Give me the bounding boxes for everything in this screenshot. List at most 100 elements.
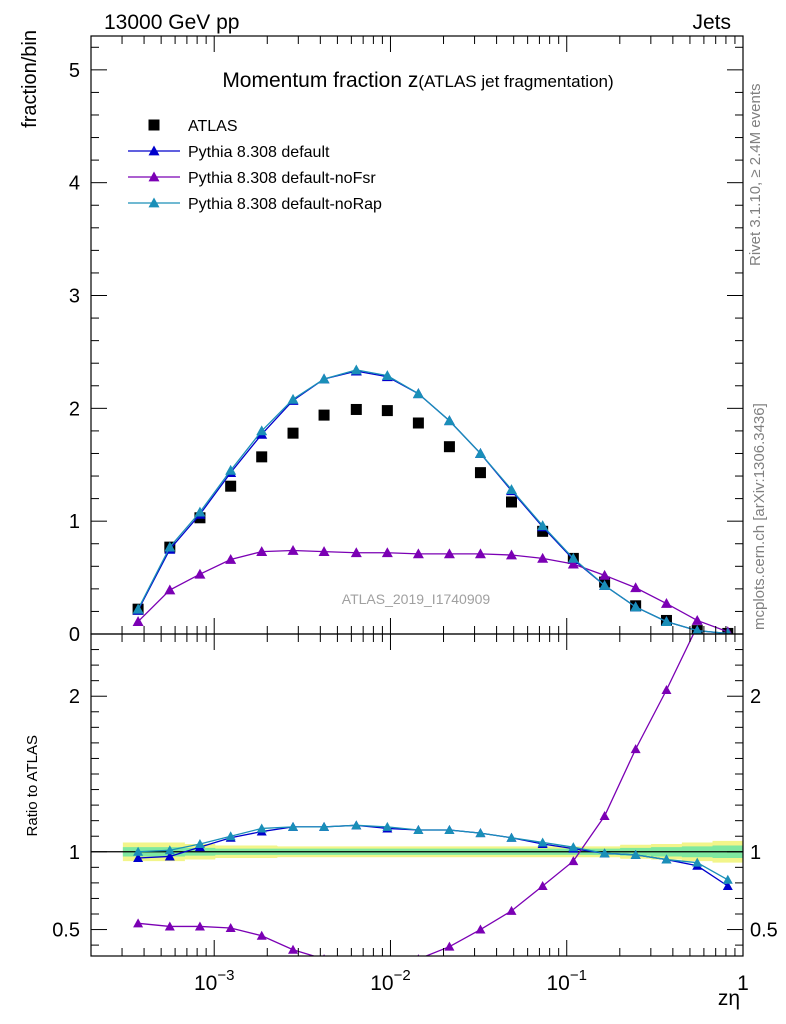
- ratio-point-pythia-8-308-default-nofsr: [568, 856, 579, 866]
- ratio-plot-series: [133, 551, 733, 968]
- ratio-point-pythia-8-308-default-nofsr: [351, 959, 361, 968]
- data-point-pythia-8-308-default-norap: [567, 552, 579, 563]
- data-point-atlas: [287, 427, 299, 439]
- ratio-point-pythia-8-308-default-norap: [133, 846, 144, 856]
- ratio-point-pythia-8-308-default: [722, 881, 733, 890]
- data-point-pythia-8-308-default-nofsr: [132, 616, 144, 626]
- series-line-pythia-8-308-default-norap: [137, 369, 728, 634]
- legend-marker-pythia-8-308-default-norap: [148, 197, 160, 208]
- data-point-pythia-8-308-default-norap: [599, 579, 611, 590]
- ratio-point-pythia-8-308-default-nofsr: [630, 744, 641, 754]
- data-point-pythia-8-308-default-nofsr: [194, 568, 206, 579]
- data-point-pythia-8-308-default-norap: [474, 447, 486, 458]
- legend-label-pythia-8-308-default-nofsr: Pythia 8.308 default-noFsr: [188, 170, 376, 187]
- x-tick-label-exponent: −3: [217, 967, 234, 984]
- data-point-pythia-8-308-default-norap: [692, 625, 703, 634]
- ratio-point-pythia-8-308-default-norap: [722, 874, 733, 884]
- data-point-pythia-8-308-default-norap: [225, 464, 237, 475]
- ratio-point-pythia-8-308-default-norap: [164, 845, 175, 855]
- legend-label-pythia-8-308-default-norap: Pythia 8.308 default-noRap: [188, 196, 382, 213]
- data-point-pythia-8-308-default-nofsr: [691, 614, 703, 625]
- y-tick-label: 5: [69, 60, 80, 82]
- ratio-point-pythia-8-308-default-nofsr: [194, 921, 205, 931]
- ratio-point-pythia-8-308-default-nofsr: [164, 921, 175, 931]
- data-point-pythia-8-308-default-nofsr: [287, 545, 299, 555]
- data-point-pythia-8-308-default-nofsr: [505, 549, 517, 560]
- ratio-uncertainty-band: [91, 840, 743, 863]
- data-point-pythia-8-308-default-norap: [660, 616, 672, 626]
- y-tick-label: 4: [69, 173, 80, 195]
- data-point-pythia-8-308-default-norap: [412, 388, 424, 399]
- ratio-point-pythia-8-308-default-norap: [225, 831, 236, 841]
- ratio-point-pythia-8-308-default-nofsr: [723, 551, 733, 560]
- data-point-pythia-8-308-default-nofsr: [474, 548, 486, 559]
- ratio-y-tick-label-right: 1: [750, 842, 761, 864]
- y-tick-label: 3: [69, 286, 80, 308]
- ratio-point-pythia-8-308-default-norap: [288, 821, 299, 831]
- ratio-point-pythia-8-308-default-norap: [506, 832, 517, 842]
- ratio-y-tick-label: 1: [69, 842, 80, 864]
- ratio-y-tick-label-right: 2: [750, 686, 761, 708]
- y-tick-label: 0: [69, 624, 80, 646]
- data-point-atlas: [505, 496, 517, 508]
- x-tick-label-exponent: −1: [570, 967, 587, 984]
- x-tick-label: 10−3: [194, 967, 234, 995]
- ratio-point-pythia-8-308-default-norap: [444, 825, 455, 834]
- x-tick-label-base: 10: [194, 972, 217, 995]
- x-axis-label: zη: [718, 987, 740, 1010]
- legend-marker-atlas: [148, 119, 160, 131]
- data-point-pythia-8-308-default-nofsr: [412, 548, 424, 559]
- data-point-pythia-8-308-default-norap: [537, 520, 549, 531]
- ratio-point-pythia-8-308-default: [133, 853, 144, 862]
- data-point-pythia-8-308-default-norap: [287, 393, 299, 404]
- ratio-point-pythia-8-308-default-nofsr: [256, 930, 267, 940]
- data-point-atlas: [443, 441, 455, 453]
- plot-title-main: Momentum fraction z: [222, 69, 418, 92]
- ratio-point-pythia-8-308-default-norap: [413, 825, 424, 834]
- ratio-point-pythia-8-308-default-nofsr: [661, 685, 672, 694]
- ratio-point-pythia-8-308-default-norap: [568, 842, 579, 852]
- ratio-point-pythia-8-308-default-nofsr: [599, 811, 610, 820]
- data-point-atlas: [474, 467, 486, 479]
- ratio-point-pythia-8-308-default-norap: [194, 839, 205, 848]
- x-tick-label-base: 1: [737, 972, 749, 995]
- ratio-point-pythia-8-308-default-norap: [692, 857, 703, 867]
- legend-label-pythia-8-308-default: Pythia 8.308 default: [188, 144, 330, 161]
- data-point-atlas: [225, 480, 237, 492]
- ratio-point-pythia-8-308-default-norap: [351, 820, 362, 830]
- data-point-pythia-8-308-default-norap: [132, 603, 144, 614]
- rivet-info: Rivet 3.1.10, ≥ 2.4M events: [747, 84, 764, 267]
- x-tick-label-base: 10: [370, 972, 393, 995]
- y-axis-label-bottom: Ratio to ATLAS: [24, 735, 41, 836]
- data-point-pythia-8-308-default-nofsr: [256, 546, 268, 557]
- ratio-y-tick-label: 2: [69, 686, 80, 708]
- ratio-point-pythia-8-308-default-norap: [661, 854, 672, 864]
- ratio-line-pythia-8-308-default-norap: [138, 824, 729, 881]
- ratio-point-pythia-8-308-default-nofsr: [225, 923, 236, 932]
- data-point-pythia-8-308-default-nofsr: [164, 584, 176, 595]
- legend-marker-pythia-8-308-default: [148, 145, 160, 156]
- y-tick-label: 2: [69, 398, 80, 420]
- data-point-pythia-8-308-default-norap: [194, 506, 206, 517]
- data-point-pythia-8-308-default-norap: [505, 484, 517, 494]
- data-point-atlas: [256, 451, 268, 463]
- data-point-pythia-8-308-default-norap: [256, 425, 268, 436]
- ratio-point-pythia-8-308-default-norap: [599, 848, 610, 858]
- data-point-atlas: [318, 409, 330, 421]
- ratio-point-pythia-8-308-default-norap: [475, 828, 486, 838]
- main-plot-series: [132, 364, 734, 634]
- ratio-line-pythia-8-308-default-nofsr: [138, 634, 695, 956]
- data-point-pythia-8-308-default-norap: [318, 373, 330, 384]
- plot-title-sub: (ATLAS jet fragmentation): [418, 72, 613, 91]
- data-point-atlas: [537, 525, 549, 537]
- plot-title: Momentum fraction z(ATLAS jet fragmentat…: [222, 69, 613, 92]
- ratio-plot-frame: [90, 633, 744, 957]
- ratio-point-pythia-8-308-default-norap: [382, 821, 393, 831]
- data-point-pythia-8-308-default-nofsr: [630, 582, 642, 593]
- data-point-pythia-8-308-default-nofsr: [537, 552, 549, 563]
- mcplots-info: mcplots.cern.ch [arXiv:1306.3436]: [751, 403, 768, 630]
- data-point-atlas: [412, 417, 424, 429]
- ratio-point-pythia-8-308-default-nofsr: [444, 941, 455, 951]
- data-point-pythia-8-308-default-nofsr: [381, 547, 393, 558]
